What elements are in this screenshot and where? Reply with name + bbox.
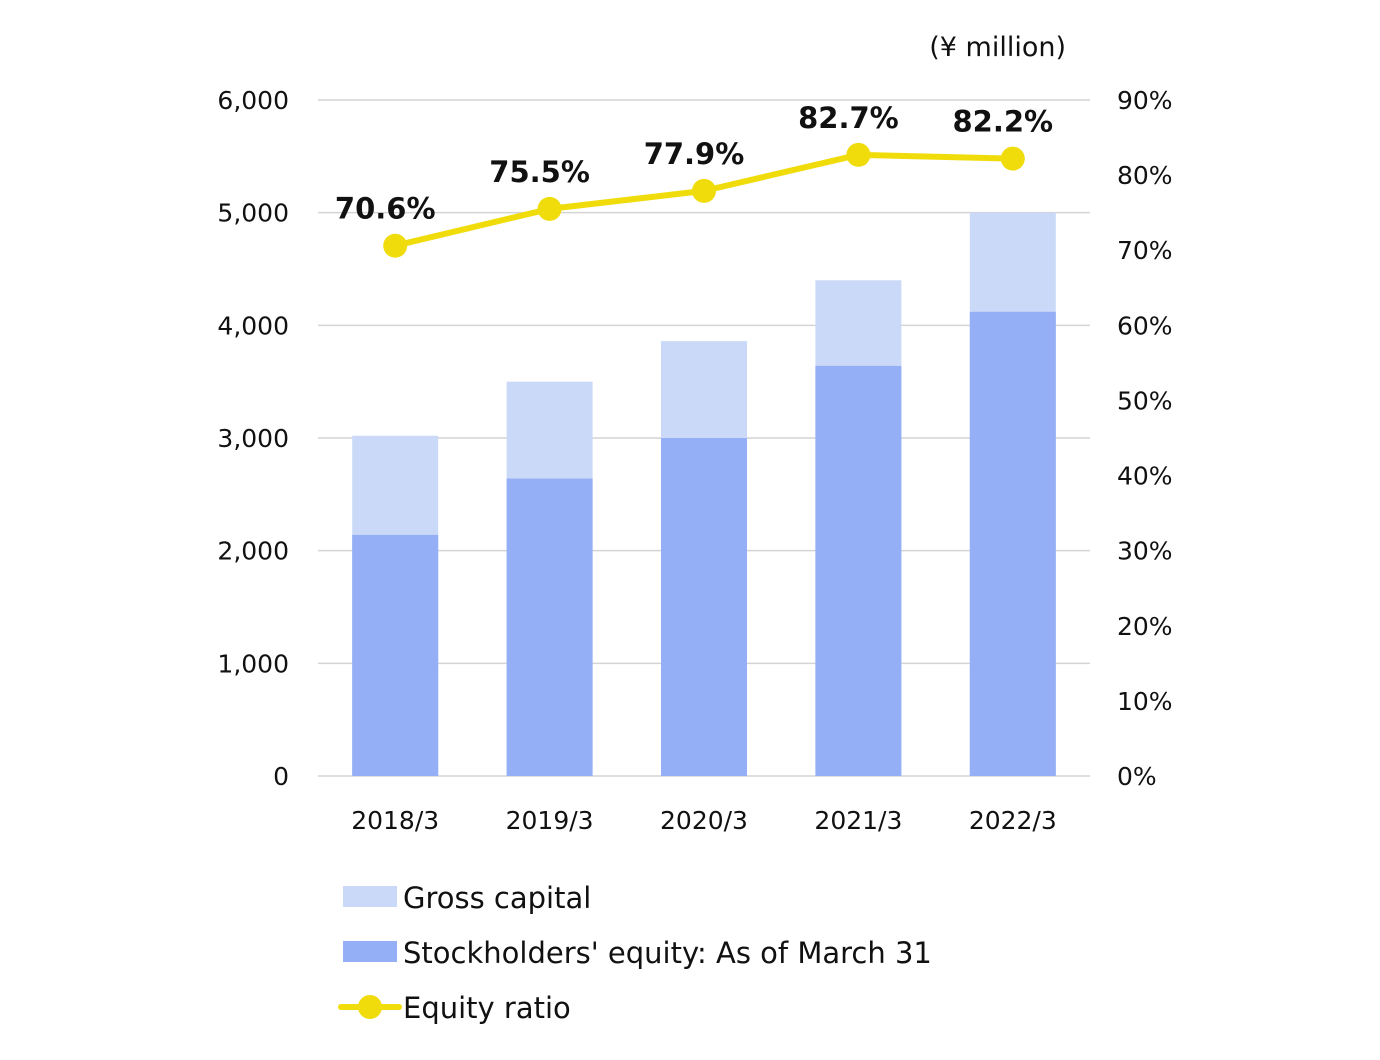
legend-label-stockholders-equity: Stockholders' equity: As of March 31 <box>403 936 932 970</box>
right-tick-label: 0% <box>1117 762 1157 791</box>
left-tick-label: 5,000 <box>217 199 289 228</box>
legend: Gross capital Stockholders' equity: As o… <box>338 881 932 1025</box>
x-tick-label: 2019/3 <box>506 806 594 835</box>
legend-swatch-equity-ratio-marker <box>358 995 382 1019</box>
left-tick-label: 4,000 <box>217 311 289 340</box>
equity-ratio-data-label: 77.9% <box>644 137 745 171</box>
equity-ratio-data-label: 82.7% <box>798 101 899 135</box>
left-tick-label: 1,000 <box>217 649 289 678</box>
bar-stockholders-equity <box>352 534 439 776</box>
equity-ratio-point <box>1000 146 1025 171</box>
right-tick-label: 20% <box>1117 612 1173 641</box>
bar-stockholders-equity <box>969 311 1056 776</box>
x-tick-label: 2018/3 <box>351 806 439 835</box>
bar-stockholders-equity <box>661 438 747 776</box>
equity-ratio-data-label: 75.5% <box>489 155 590 189</box>
left-tick-label: 3,000 <box>217 424 289 453</box>
unit-label: (¥ million) <box>929 32 1066 63</box>
right-tick-label: 70% <box>1117 236 1173 265</box>
left-tick-label: 0 <box>273 762 289 791</box>
right-tick-label: 50% <box>1117 386 1173 415</box>
legend-label-gross-capital: Gross capital <box>403 881 591 915</box>
right-tick-label: 30% <box>1117 537 1173 566</box>
x-tick-label: 2020/3 <box>660 806 748 835</box>
equity-ratio-line: 70.6% 75.5% 77.9% 82.7% 82.2% <box>335 101 1053 258</box>
equity-ratio-point <box>537 196 562 221</box>
legend-label-equity-ratio: Equity ratio <box>403 991 571 1025</box>
x-axis: 2018/3 2019/3 2020/3 2021/3 2022/3 <box>351 806 1057 835</box>
legend-swatch-gross-capital <box>343 886 397 907</box>
right-tick-label: 60% <box>1117 311 1173 340</box>
right-tick-label: 80% <box>1117 161 1173 190</box>
equity-ratio-data-label: 82.2% <box>952 105 1053 139</box>
equity-ratio-data-label: 70.6% <box>335 192 436 226</box>
bars <box>352 212 1056 776</box>
bar-stockholders-equity <box>506 478 593 776</box>
right-axis: 0% 10% 20% 30% 40% 50% 60% 70% 80% 90% <box>1117 86 1173 791</box>
equity-ratio-point <box>846 142 871 167</box>
x-tick-label: 2021/3 <box>814 806 902 835</box>
left-tick-label: 6,000 <box>217 86 289 115</box>
right-tick-label: 90% <box>1117 86 1173 115</box>
bar-stockholders-equity <box>815 365 902 776</box>
x-tick-label: 2022/3 <box>969 806 1057 835</box>
right-tick-label: 10% <box>1117 687 1173 716</box>
equity-ratio-point <box>383 233 408 258</box>
equity-ratio-point <box>692 178 716 203</box>
left-tick-label: 2,000 <box>217 537 289 566</box>
right-tick-label: 40% <box>1117 462 1173 491</box>
legend-swatch-stockholders-equity <box>343 941 397 962</box>
left-axis: 0 1,000 2,000 3,000 4,000 5,000 6,000 <box>217 86 289 791</box>
